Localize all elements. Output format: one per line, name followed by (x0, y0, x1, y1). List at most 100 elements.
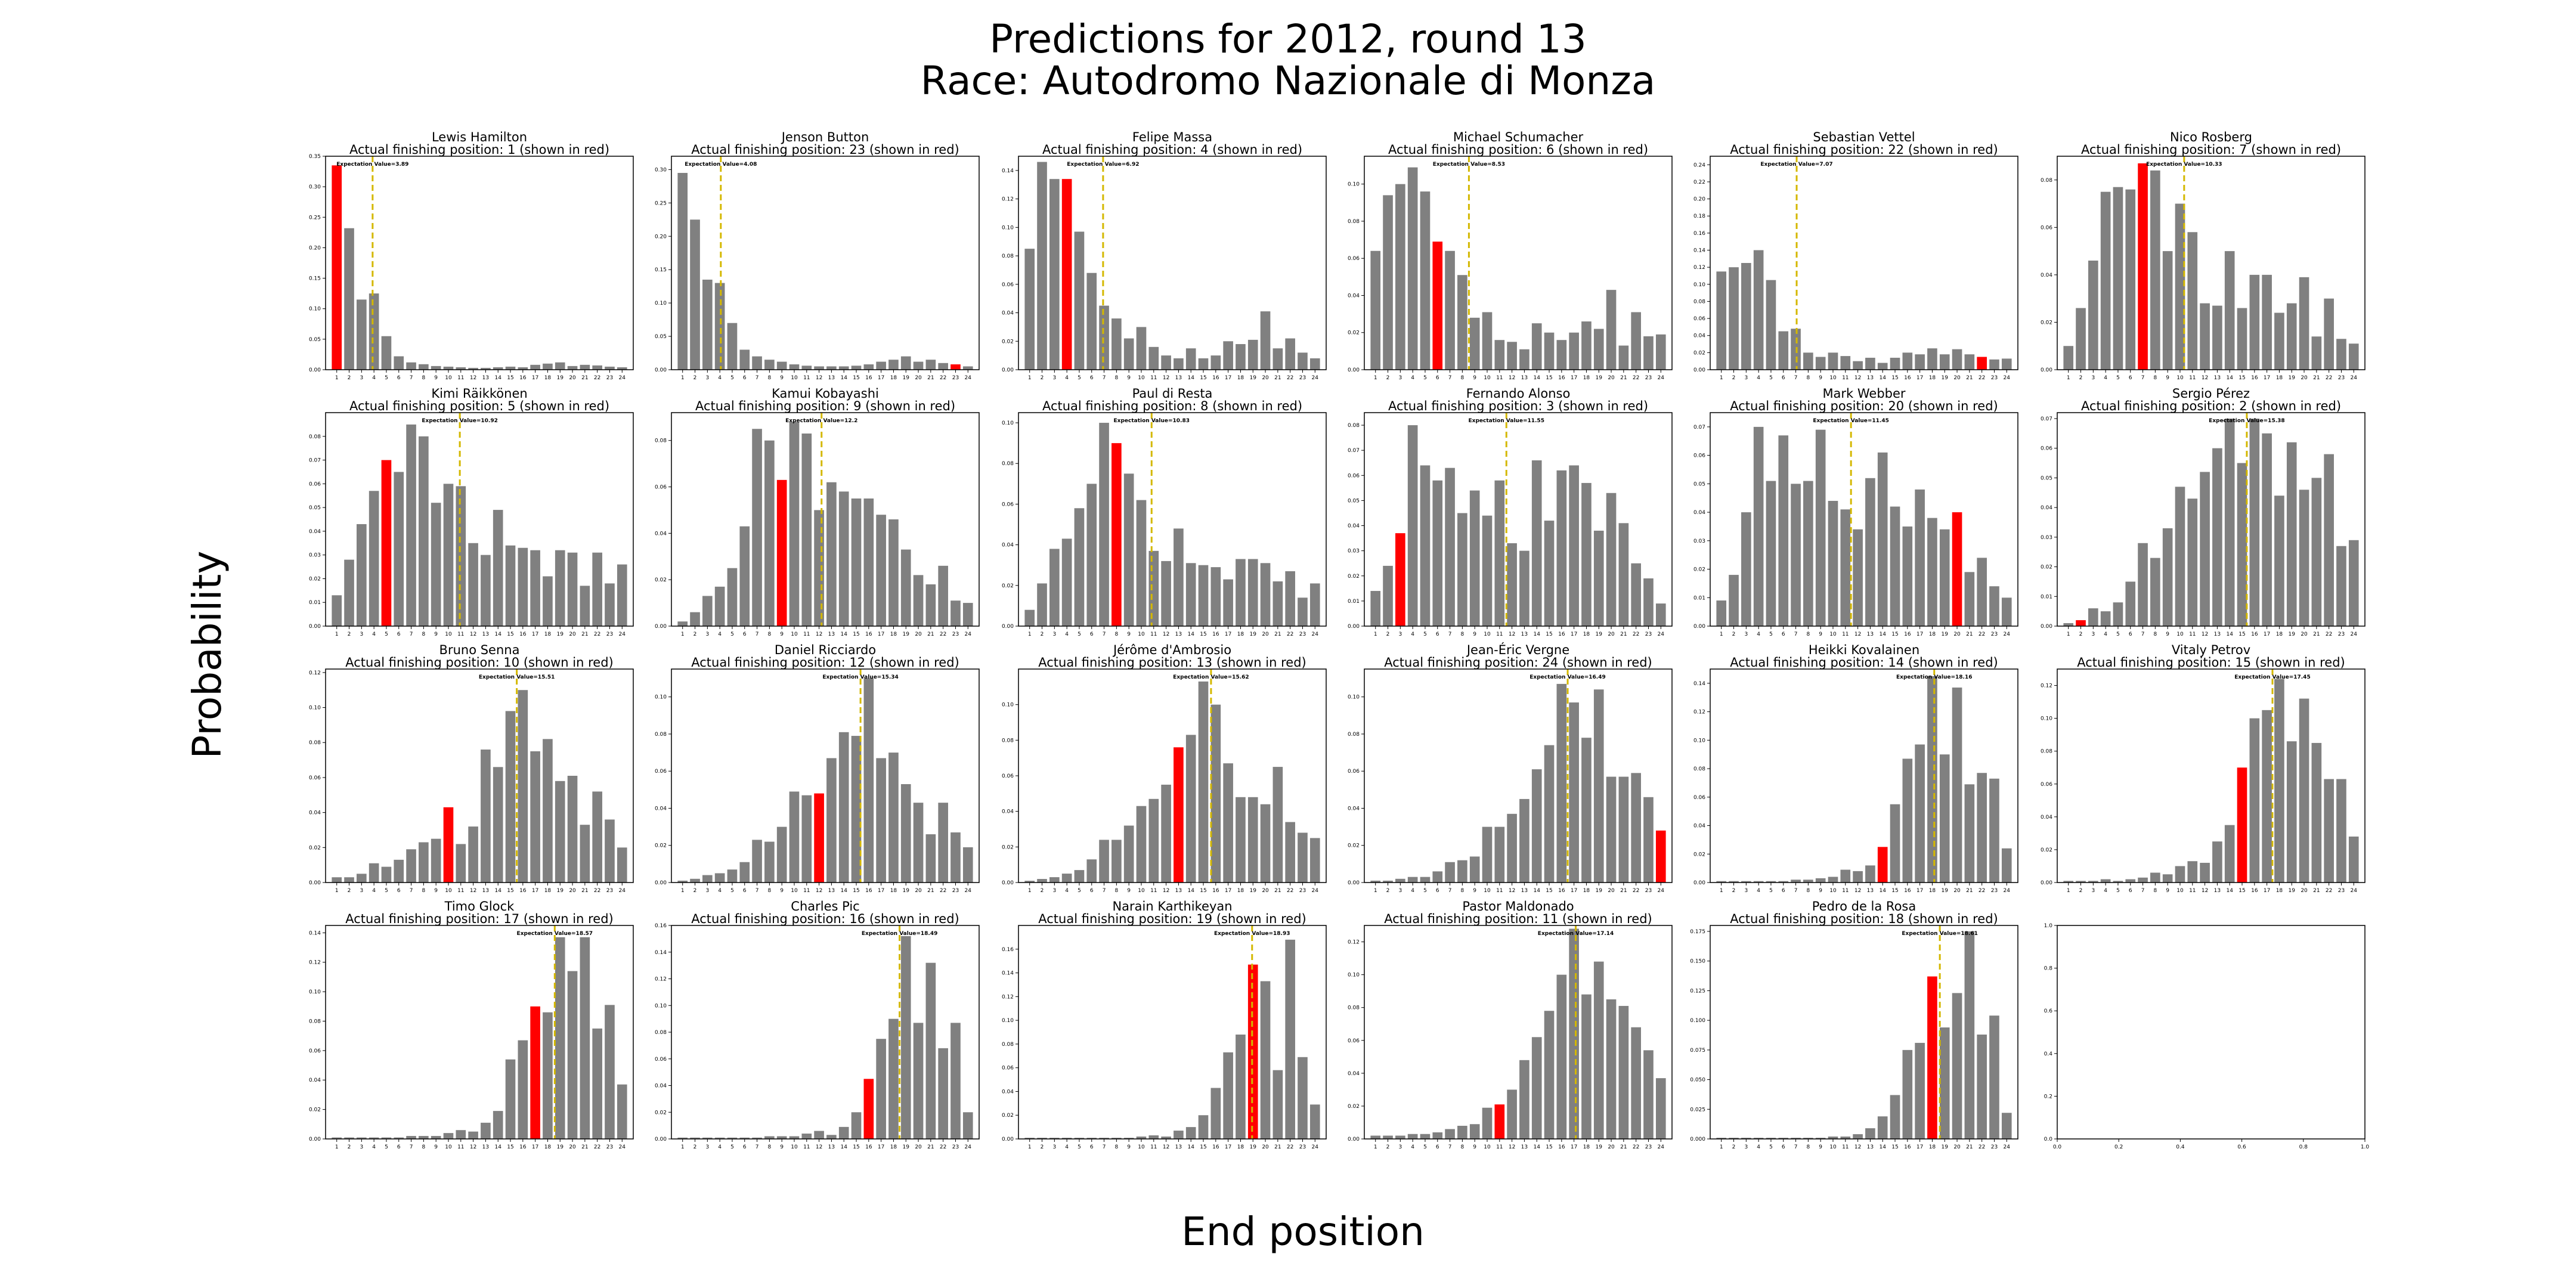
x-tick-label-11: 11 (1496, 631, 1503, 637)
bar-position-4 (1753, 881, 1764, 883)
bar-position-5 (381, 336, 392, 370)
x-tick-label-11: 11 (457, 1144, 464, 1150)
x-tick-label-19: 19 (903, 888, 910, 894)
x-tick-label-11: 11 (457, 888, 464, 894)
bar-position-13 (2212, 448, 2222, 626)
x-tick-label-10: 10 (2176, 375, 2184, 381)
x-tick-label-4: 4 (372, 631, 376, 637)
x-tick-label-13: 13 (1521, 631, 1528, 637)
x-tick-label-13: 13 (828, 631, 835, 637)
y-tick-label: 0.04 (1693, 510, 1705, 516)
x-tick-label: 0.0 (2053, 1144, 2062, 1150)
bar-position-13 (481, 367, 491, 370)
x-tick-label-18: 18 (1237, 631, 1244, 637)
x-tick-label-4: 4 (1757, 888, 1760, 894)
bar-position-10 (1828, 352, 1838, 370)
bar-position-17 (530, 751, 540, 883)
y-tick-label: 0.06 (309, 775, 321, 781)
x-tick-label-1: 1 (1374, 888, 1377, 894)
x-tick-label-12: 12 (1163, 888, 1169, 894)
y-tick-label: 0.10 (655, 1003, 667, 1009)
x-tick-label-20: 20 (569, 375, 576, 381)
y-tick-label: 0.10 (309, 306, 321, 312)
bar-position-23 (1989, 778, 1999, 883)
bar-position-1 (677, 1137, 688, 1139)
subplot-actual-position-subtitle: Actual finishing position: 9 (shown in r… (695, 399, 955, 413)
x-tick-label-21: 21 (581, 375, 588, 381)
bar-position-23 (1298, 1057, 1308, 1139)
x-tick-label-19: 19 (557, 888, 564, 894)
y-tick-label: 0.01 (1348, 599, 1360, 605)
x-tick-label-15: 15 (2238, 375, 2245, 381)
x-tick-label-18: 18 (1583, 1144, 1590, 1150)
y-tick-label: 0.12 (1002, 197, 1014, 203)
x-tick-label-12: 12 (470, 375, 476, 381)
y-tick-label: 0.08 (309, 434, 321, 440)
x-tick-label-12: 12 (470, 631, 476, 637)
x-tick-label-14: 14 (1533, 631, 1540, 637)
bar-position-13 (1519, 1060, 1530, 1139)
bar-position-3 (2088, 881, 2098, 883)
x-tick-label-8: 8 (768, 631, 772, 637)
bar-position-18 (1236, 559, 1246, 626)
bar-position-15 (1198, 1115, 1209, 1139)
y-tick-label: 0.02 (1693, 852, 1705, 857)
x-tick-label-22: 22 (940, 375, 946, 381)
bar-position-18 (1236, 1034, 1246, 1139)
bar-position-2 (344, 228, 354, 370)
bar-position-12 (468, 826, 478, 883)
x-tick-label-17: 17 (1225, 888, 1231, 894)
expectation-value-label: Expectation Value=15.38 (2209, 418, 2284, 424)
bar-position-2 (2076, 308, 2086, 370)
x-tick-label-5: 5 (1769, 888, 1773, 894)
bar-position-1 (2063, 623, 2074, 626)
x-tick-label-22: 22 (1287, 888, 1293, 894)
bar-position-21 (925, 962, 936, 1139)
expectation-value-label: Expectation Value=7.07 (1760, 162, 1832, 168)
bar-position-20 (1260, 311, 1271, 370)
x-tick-label-18: 18 (1929, 888, 1936, 894)
x-tick-label-8: 8 (768, 1144, 772, 1150)
bar-position-16 (1902, 1049, 1913, 1139)
bar-position-22 (1631, 563, 1641, 626)
x-tick-label-14: 14 (840, 631, 847, 637)
subplot-driver-title: Nico Rosberg (2170, 130, 2252, 144)
bar-position-19 (1593, 961, 1604, 1139)
x-tick-label-17: 17 (532, 631, 538, 637)
bar-position-21 (1964, 572, 1975, 626)
bar-position-4 (1407, 1134, 1418, 1139)
axes-frame (325, 925, 634, 1140)
subplot-actual-position-subtitle: Actual finishing position: 11 (shown in … (1384, 912, 1652, 926)
x-tick-label-22: 22 (1979, 888, 1985, 894)
bar-position-21 (1618, 1005, 1629, 1139)
x-tick-label-9: 9 (434, 375, 438, 381)
x-tick-label-21: 21 (1966, 631, 1973, 637)
x-tick-label-22: 22 (1633, 888, 1639, 894)
x-tick-label-22: 22 (1287, 631, 1293, 637)
x-tick-label-12: 12 (2202, 375, 2208, 381)
y-tick-label: 0.10 (1002, 1018, 1014, 1024)
x-tick-label-6: 6 (2129, 888, 2132, 894)
expectation-value-label: Expectation Value=3.89 (336, 162, 408, 168)
bar-position-13 (481, 749, 491, 883)
figure-title-line-1: Predictions for 2012, round 13 (989, 16, 1586, 62)
x-tick-label-4: 4 (718, 631, 722, 637)
bar-position-16 (1210, 567, 1221, 626)
x-tick-label-8: 8 (1807, 631, 1810, 637)
x-tick-label-5: 5 (2116, 631, 2120, 637)
x-tick-label-1: 1 (1028, 888, 1032, 894)
bar-position-21 (1964, 931, 1975, 1139)
expectation-value-label: Expectation Value=17.45 (2234, 674, 2310, 680)
bar-position-4 (714, 586, 725, 626)
x-tick-label-10: 10 (791, 375, 798, 381)
x-tick-label-23: 23 (1645, 375, 1652, 381)
bar-position-13 (481, 1122, 491, 1139)
x-tick-label-12: 12 (816, 888, 822, 894)
y-tick-label: 0.06 (2041, 446, 2052, 452)
y-tick-label: 0.050 (1690, 1078, 1705, 1083)
x-tick-label-21: 21 (927, 1144, 934, 1150)
bar-position-1 (1370, 880, 1381, 883)
